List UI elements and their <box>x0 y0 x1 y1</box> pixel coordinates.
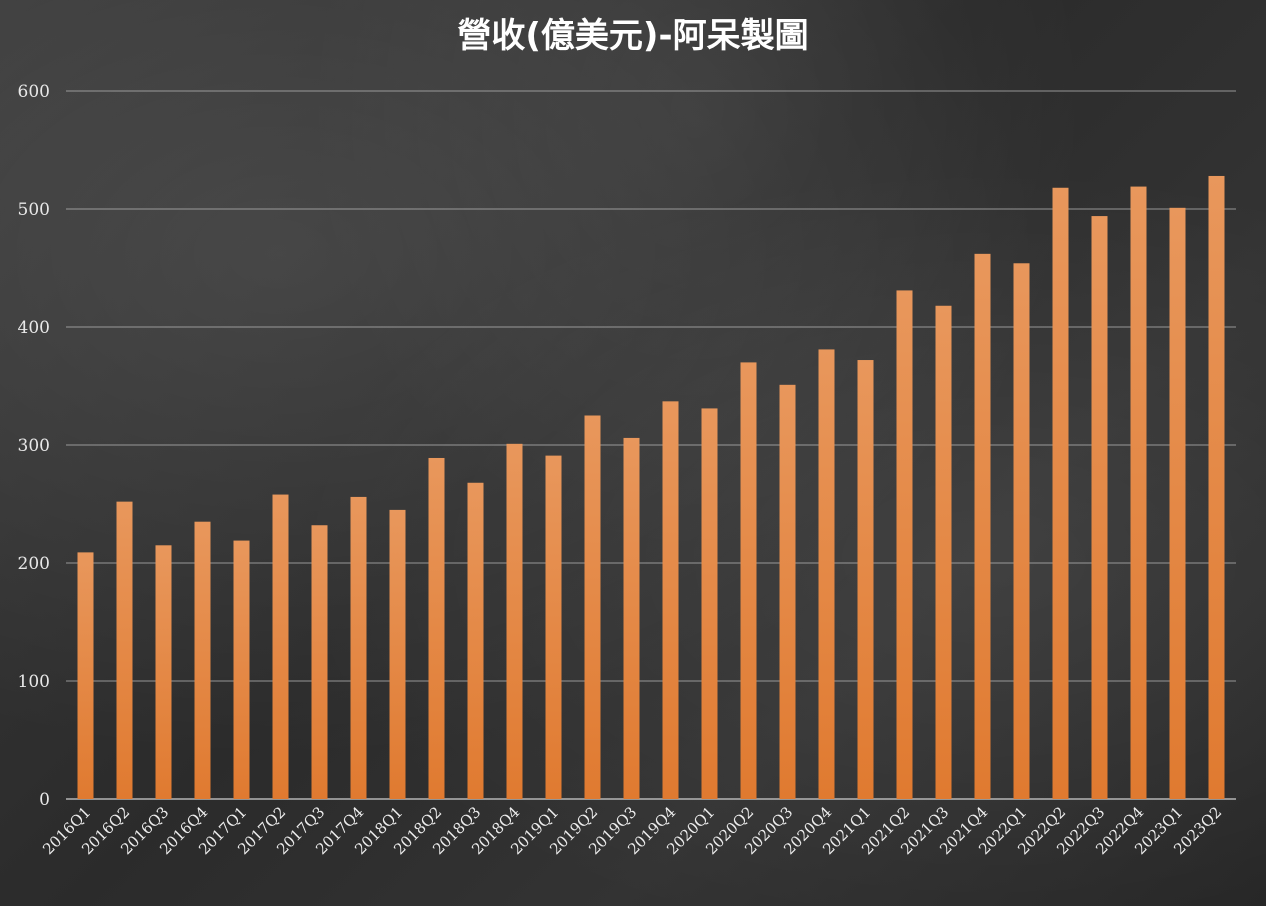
bar-2017Q1 <box>233 540 250 799</box>
bar-2019Q2 <box>584 415 601 799</box>
y-tick-label: 600 <box>18 82 50 102</box>
bar-2023Q1 <box>1169 207 1186 799</box>
bar-2018Q4 <box>506 443 523 799</box>
gridlines <box>66 90 1236 800</box>
bar-2022Q4 <box>1130 186 1147 799</box>
bar-2020Q4 <box>818 349 835 799</box>
bars <box>77 175 1225 800</box>
bar-2021Q4 <box>974 253 991 800</box>
bar-2020Q2 <box>740 362 757 799</box>
y-tick-label: 0 <box>39 790 50 810</box>
bar-2019Q1 <box>545 455 562 799</box>
bar-2019Q3 <box>623 437 640 799</box>
bar-2016Q2 <box>116 501 133 799</box>
bar-2021Q1 <box>857 360 874 799</box>
bar-2017Q4 <box>350 496 367 799</box>
bar-2021Q2 <box>896 290 913 799</box>
bar-2021Q3 <box>935 305 952 799</box>
bar-2022Q3 <box>1091 216 1108 799</box>
x-axis-ticks: 2016Q12016Q22016Q32016Q42017Q12017Q22017… <box>39 803 1225 858</box>
bar-2016Q3 <box>155 545 172 799</box>
bar-2017Q2 <box>272 494 289 799</box>
bar-2023Q2 <box>1208 175 1225 799</box>
bar-2018Q2 <box>428 457 445 799</box>
bar-2022Q2 <box>1052 187 1069 799</box>
bar-2016Q4 <box>194 521 211 799</box>
y-tick-label: 100 <box>18 672 50 692</box>
bar-2022Q1 <box>1013 263 1030 799</box>
y-tick-label: 500 <box>18 200 50 220</box>
bar-2016Q1 <box>77 552 94 799</box>
bar-2017Q3 <box>311 525 328 799</box>
bar-2020Q1 <box>701 408 718 799</box>
bar-2020Q3 <box>779 384 796 799</box>
bar-2019Q4 <box>662 401 679 799</box>
bar-2018Q3 <box>467 482 484 799</box>
chart-title: 營收(億美元)-阿呆製圖 <box>457 16 808 56</box>
y-axis-ticks: 0 100 200 300 400 500 600 <box>18 82 50 810</box>
y-tick-label: 300 <box>18 436 50 456</box>
y-tick-label: 200 <box>18 554 50 574</box>
bar-2018Q1 <box>389 509 406 799</box>
y-tick-label: 400 <box>18 318 50 338</box>
